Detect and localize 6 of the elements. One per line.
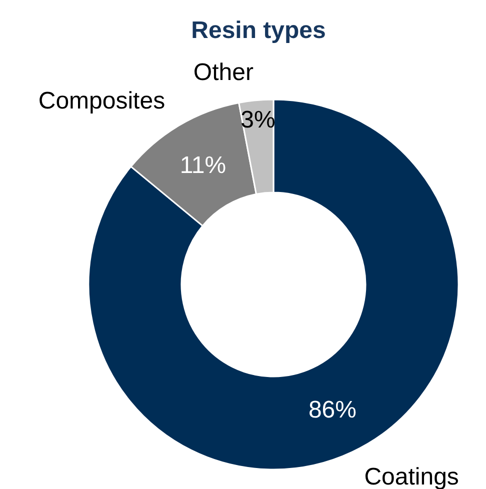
slice-label: Other (193, 58, 254, 86)
data-label: 11% (180, 152, 226, 179)
chart-title: Resin types (191, 17, 326, 44)
data-label: 86% (308, 396, 356, 424)
slice-label: Composites (38, 88, 166, 115)
data-label: 3% (240, 106, 276, 134)
